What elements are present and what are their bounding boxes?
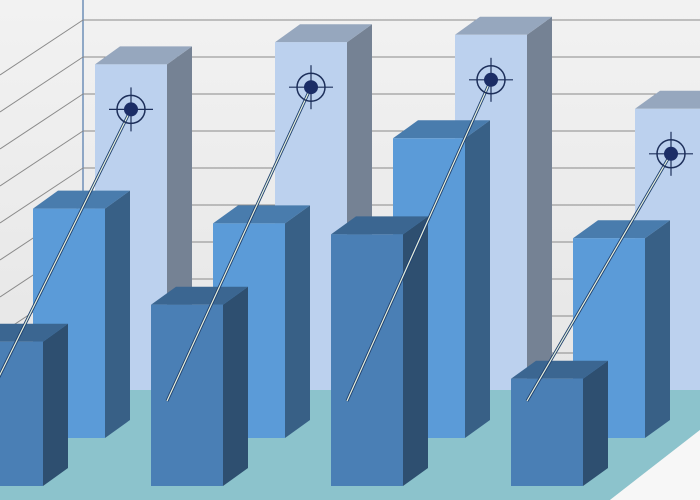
pointer-line	[526, 153, 672, 402]
bar-side	[583, 360, 608, 486]
bar	[455, 16, 552, 391]
bar-top	[151, 286, 248, 305]
target-dot	[484, 72, 498, 87]
bar-top	[573, 220, 670, 239]
target-dot	[124, 102, 138, 117]
pointer-line	[166, 86, 312, 402]
bar-top	[213, 205, 310, 224]
bar	[151, 286, 248, 486]
bar-side	[105, 190, 130, 438]
bar-top	[511, 360, 608, 379]
grid-line	[0, 130, 84, 187]
grid-line	[0, 167, 84, 224]
bar-top	[95, 46, 192, 65]
grid-line	[0, 93, 84, 150]
bar-top	[331, 216, 428, 235]
bar	[331, 216, 428, 486]
bar-side	[465, 120, 490, 439]
bar-face	[511, 378, 583, 486]
bar-side	[527, 16, 552, 391]
bar-side	[645, 220, 670, 438]
bar	[573, 220, 670, 438]
bar-face	[331, 234, 403, 486]
grid-line	[0, 56, 84, 113]
floor-edge	[610, 430, 700, 500]
bar-face	[0, 341, 43, 486]
pointer-line	[0, 109, 132, 377]
bar-side	[43, 323, 68, 486]
bar-top	[275, 24, 372, 43]
bar-side	[285, 205, 310, 438]
pointer-line	[346, 79, 492, 402]
bar-top	[455, 16, 552, 35]
grid-line	[0, 19, 84, 76]
bar	[0, 323, 68, 486]
bar-side	[223, 286, 248, 486]
bar-top	[635, 90, 700, 109]
target-dot	[664, 146, 678, 161]
bar-side	[403, 216, 428, 486]
bar-face	[151, 304, 223, 486]
target-dot	[304, 80, 318, 95]
bar-top	[33, 190, 130, 209]
bar	[511, 360, 608, 486]
